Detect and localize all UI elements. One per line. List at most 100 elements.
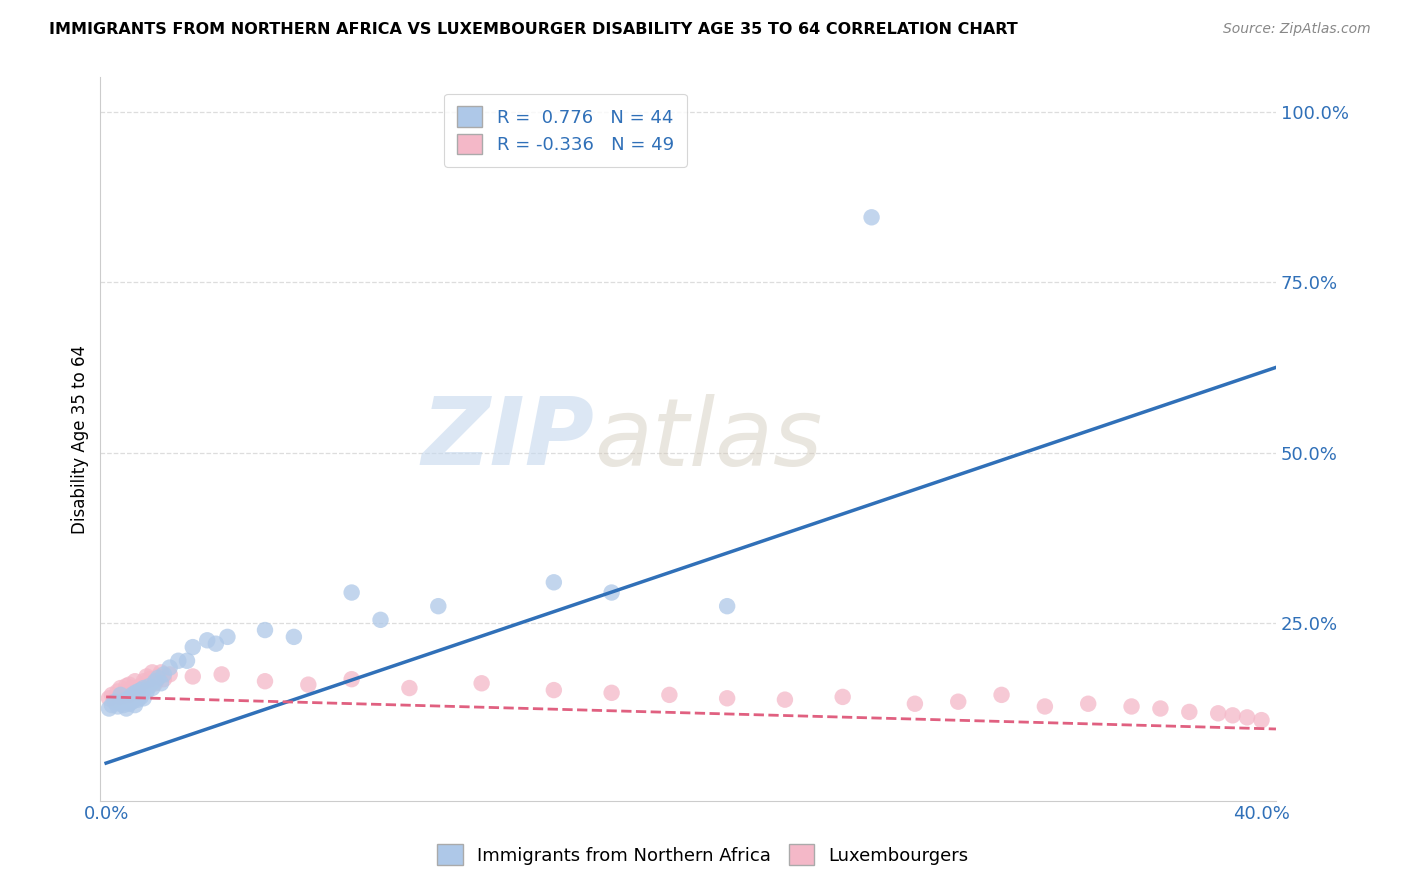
Point xyxy=(141,681,163,695)
Point xyxy=(110,697,132,711)
Point xyxy=(150,676,173,690)
Point xyxy=(143,674,166,689)
Point xyxy=(129,679,152,693)
Point xyxy=(176,654,198,668)
Point xyxy=(990,688,1012,702)
Point xyxy=(138,679,160,693)
Point xyxy=(129,690,152,704)
Point xyxy=(110,681,132,695)
Point xyxy=(716,691,738,706)
Point xyxy=(658,688,681,702)
Point xyxy=(107,684,129,698)
Point xyxy=(132,691,155,706)
Point xyxy=(543,575,565,590)
Legend: Immigrants from Northern Africa, Luxembourgers: Immigrants from Northern Africa, Luxembo… xyxy=(429,835,977,874)
Point xyxy=(127,684,149,698)
Point xyxy=(600,585,623,599)
Point xyxy=(471,676,494,690)
Point xyxy=(124,674,146,689)
Point xyxy=(98,701,121,715)
Y-axis label: Disability Age 35 to 64: Disability Age 35 to 64 xyxy=(72,344,89,533)
Point xyxy=(370,613,392,627)
Point xyxy=(167,654,190,668)
Point xyxy=(860,211,883,225)
Point xyxy=(101,688,124,702)
Point xyxy=(181,669,204,683)
Point xyxy=(1250,713,1272,727)
Point xyxy=(543,683,565,698)
Point xyxy=(115,679,138,693)
Point xyxy=(135,684,157,698)
Point xyxy=(143,676,166,690)
Point xyxy=(127,684,149,698)
Point xyxy=(121,688,143,702)
Point xyxy=(1178,705,1201,719)
Point xyxy=(118,691,141,706)
Text: atlas: atlas xyxy=(595,393,823,484)
Point xyxy=(124,686,146,700)
Point xyxy=(101,698,124,712)
Text: ZIP: ZIP xyxy=(422,393,595,485)
Point xyxy=(283,630,305,644)
Point xyxy=(129,683,152,698)
Point xyxy=(831,690,853,704)
Point xyxy=(340,672,363,686)
Point xyxy=(107,699,129,714)
Point xyxy=(118,697,141,711)
Point xyxy=(159,660,181,674)
Point xyxy=(127,692,149,706)
Point xyxy=(146,671,169,685)
Point xyxy=(138,672,160,686)
Point xyxy=(159,667,181,681)
Point xyxy=(253,623,276,637)
Point xyxy=(297,678,319,692)
Point xyxy=(1222,708,1244,723)
Legend: R =  0.776   N = 44, R = -0.336   N = 49: R = 0.776 N = 44, R = -0.336 N = 49 xyxy=(444,94,686,167)
Point xyxy=(110,690,132,704)
Point xyxy=(211,667,233,681)
Point xyxy=(124,698,146,712)
Point xyxy=(118,688,141,702)
Text: IMMIGRANTS FROM NORTHERN AFRICA VS LUXEMBOURGER DISABILITY AGE 35 TO 64 CORRELAT: IMMIGRANTS FROM NORTHERN AFRICA VS LUXEM… xyxy=(49,22,1018,37)
Point xyxy=(150,665,173,680)
Point xyxy=(98,691,121,706)
Point xyxy=(153,672,176,686)
Point xyxy=(118,678,141,692)
Point xyxy=(110,688,132,702)
Point xyxy=(135,669,157,683)
Point xyxy=(1077,697,1099,711)
Point xyxy=(1149,701,1171,715)
Text: Source: ZipAtlas.com: Source: ZipAtlas.com xyxy=(1223,22,1371,37)
Point xyxy=(195,633,218,648)
Point xyxy=(112,686,135,700)
Point xyxy=(904,697,927,711)
Point xyxy=(398,681,420,695)
Point xyxy=(146,669,169,683)
Point xyxy=(115,701,138,715)
Point xyxy=(1236,710,1258,724)
Point xyxy=(773,692,796,706)
Point xyxy=(253,674,276,689)
Point xyxy=(121,695,143,709)
Point xyxy=(600,686,623,700)
Point xyxy=(340,585,363,599)
Point xyxy=(104,695,127,709)
Point xyxy=(153,667,176,681)
Point xyxy=(205,637,228,651)
Point xyxy=(132,681,155,695)
Point xyxy=(1206,706,1229,721)
Point xyxy=(112,698,135,712)
Point xyxy=(217,630,239,644)
Point xyxy=(181,640,204,654)
Point xyxy=(427,599,450,614)
Point xyxy=(1033,699,1056,714)
Point xyxy=(115,690,138,704)
Point xyxy=(132,674,155,689)
Point xyxy=(948,695,970,709)
Point xyxy=(1121,699,1143,714)
Point xyxy=(141,665,163,680)
Point xyxy=(716,599,738,614)
Point xyxy=(104,692,127,706)
Point xyxy=(115,692,138,706)
Point xyxy=(121,681,143,695)
